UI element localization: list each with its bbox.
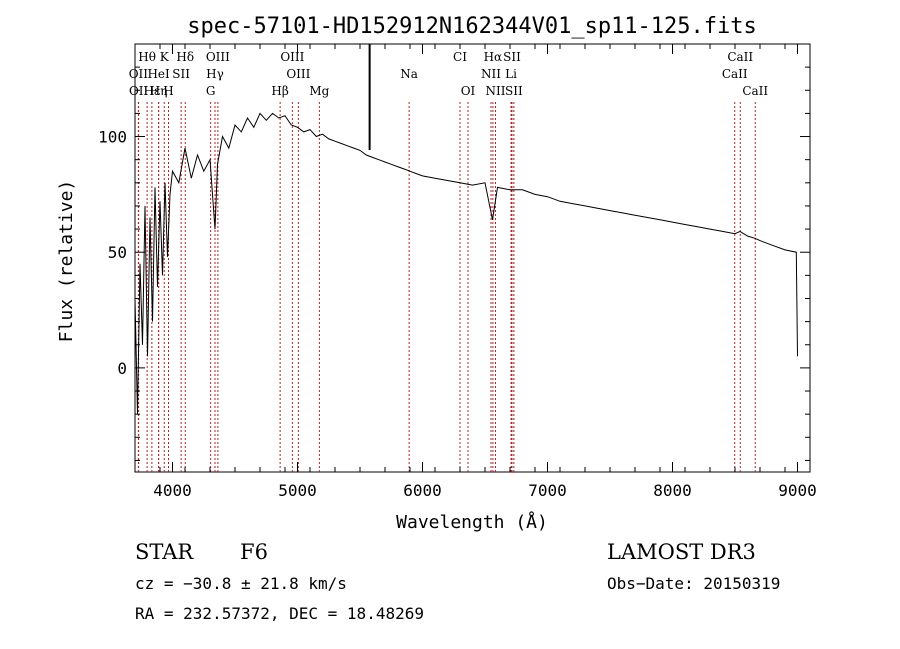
spectral-line-label: Hβ (271, 84, 288, 98)
spectral-line-label: CaII (742, 84, 768, 98)
spectral-line-label: Mg (309, 84, 329, 98)
spectral-line-label: K (160, 50, 170, 64)
x-axis-label: Wavelength (Å) (396, 511, 548, 533)
object-type: STAR (135, 540, 194, 564)
spectral-line-label: OII (129, 67, 149, 81)
spectral-line-label: SII (172, 67, 190, 81)
x-tick-label: 9000 (778, 481, 817, 500)
spectral-line-label: OIII (280, 50, 304, 64)
spectral-line-label: NII (486, 84, 506, 98)
coordinates: RA = 232.57372, DEC = 18.48269 (135, 604, 424, 623)
spectral-line-label: H (163, 84, 173, 98)
spectral-line-label: OI (461, 84, 476, 98)
spectral-line-label: OIII (206, 50, 230, 64)
spectral-line-label: HeI (147, 67, 170, 81)
x-tick-label: 4000 (153, 481, 192, 500)
spectral-line-label: Hγ (206, 67, 224, 81)
y-tick-label: 50 (108, 243, 127, 262)
chart-title: spec-57101-HD152912N162344V01_sp11-125.f… (187, 14, 757, 39)
spectral-line-label: Hα (484, 50, 503, 64)
plot-frame (134, 43, 811, 473)
y-tick-label: 100 (98, 128, 127, 147)
spectral-line-label: OIII (286, 67, 310, 81)
spectral-line-label: Hη (150, 84, 168, 98)
spectrum-series-line (134, 112, 798, 415)
y-tick-label: 0 (117, 359, 127, 378)
spectral-line-label: CaII (722, 67, 748, 81)
spectral-line-label: CaII (727, 50, 753, 64)
y-axis-label: Flux (relative) (56, 180, 77, 343)
spectral-line-label: Na (400, 67, 418, 81)
x-tick-label: 7000 (528, 481, 567, 500)
spectral-line-label: Li (505, 67, 517, 81)
spectral-line-label: G (206, 84, 216, 98)
spectral-line-label: Hδ (176, 50, 194, 64)
y-axis: 0 50 100 (98, 43, 810, 461)
spectral-line-label: OII (129, 84, 149, 98)
survey-name: LAMOST DR3 (607, 540, 756, 564)
spectral-line-label: NII (481, 67, 501, 81)
x-tick-label: 5000 (278, 481, 317, 500)
reference-lines (137, 102, 756, 472)
x-tick-label: 6000 (403, 481, 442, 500)
spectral-line-label: SII (505, 84, 523, 98)
spectral-subclass: F6 (240, 540, 268, 564)
spectral-line-label: Hε (144, 84, 161, 98)
x-axis: 4000 5000 6000 7000 8000 9000 (134, 44, 817, 500)
observation-date: Obs−Date: 20150319 (607, 574, 781, 593)
spectral-line-label: Hθ (138, 50, 156, 64)
redshift-cz: cz = −30.8 ± 21.8 km/s (135, 574, 347, 593)
x-tick-label: 8000 (653, 481, 692, 500)
spectral-line-label: SII (503, 50, 521, 64)
spectral-line-label: CI (453, 50, 467, 64)
